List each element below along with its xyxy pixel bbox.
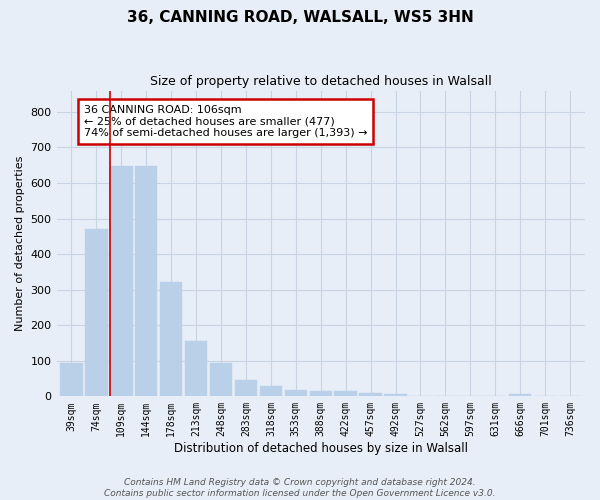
Title: Size of property relative to detached houses in Walsall: Size of property relative to detached ho… bbox=[150, 75, 491, 88]
Text: 36, CANNING ROAD, WALSALL, WS5 3HN: 36, CANNING ROAD, WALSALL, WS5 3HN bbox=[127, 10, 473, 25]
Text: 36 CANNING ROAD: 106sqm
← 25% of detached houses are smaller (477)
74% of semi-d: 36 CANNING ROAD: 106sqm ← 25% of detache… bbox=[84, 105, 367, 138]
Text: Contains HM Land Registry data © Crown copyright and database right 2024.
Contai: Contains HM Land Registry data © Crown c… bbox=[104, 478, 496, 498]
Bar bbox=[334, 392, 357, 396]
Bar bbox=[509, 394, 532, 396]
Bar bbox=[110, 166, 133, 396]
Bar bbox=[85, 229, 107, 396]
Bar bbox=[260, 386, 282, 396]
X-axis label: Distribution of detached houses by size in Walsall: Distribution of detached houses by size … bbox=[174, 442, 468, 455]
Bar bbox=[160, 282, 182, 397]
Bar bbox=[310, 390, 332, 396]
Bar bbox=[359, 393, 382, 396]
Bar bbox=[235, 380, 257, 396]
Bar bbox=[210, 364, 232, 396]
Bar bbox=[185, 340, 208, 396]
Bar bbox=[385, 394, 407, 396]
Bar bbox=[135, 166, 157, 396]
Bar bbox=[60, 362, 83, 396]
Bar bbox=[284, 390, 307, 396]
Y-axis label: Number of detached properties: Number of detached properties bbox=[15, 156, 25, 331]
